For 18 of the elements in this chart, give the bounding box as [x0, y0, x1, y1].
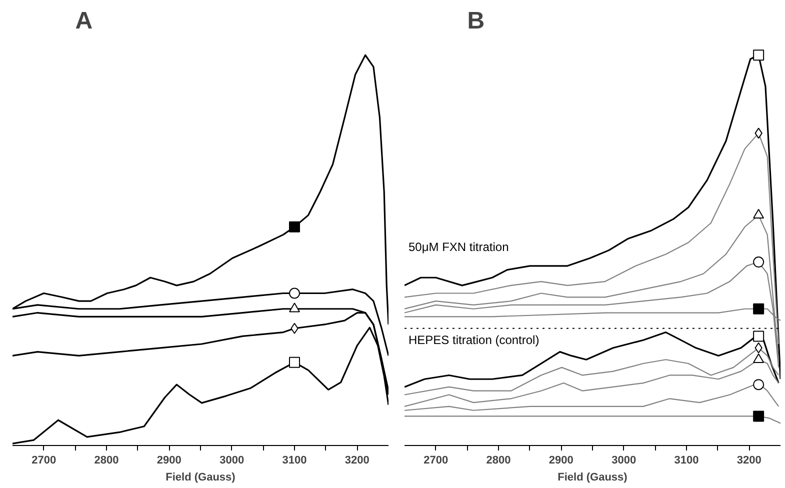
x-tick-label: 3100: [674, 454, 699, 466]
x-tick-label: 2900: [548, 454, 574, 466]
x-tick-label: 2700: [424, 454, 448, 466]
x-tick-label: 3200: [736, 454, 762, 466]
annotation: HEPES titration (control): [408, 333, 540, 348]
annotation: 50μM FXN titration: [408, 240, 509, 254]
x-tick-label: 3000: [220, 454, 244, 466]
x-tick-label: 2900: [156, 454, 182, 466]
chart-title: A: [75, 8, 93, 34]
x-tick-label: 3200: [344, 454, 370, 466]
x-tick-label: 3000: [612, 454, 636, 466]
x-tick-label: 2800: [486, 454, 511, 466]
chart-title: B: [467, 8, 485, 34]
x-axis-title: Field (Gauss): [166, 472, 236, 484]
x-axis-title: Field (Gauss): [558, 472, 628, 484]
x-tick-label: 3100: [282, 454, 307, 466]
x-tick-label: 2800: [94, 454, 119, 466]
x-tick-label: 2700: [32, 454, 56, 466]
